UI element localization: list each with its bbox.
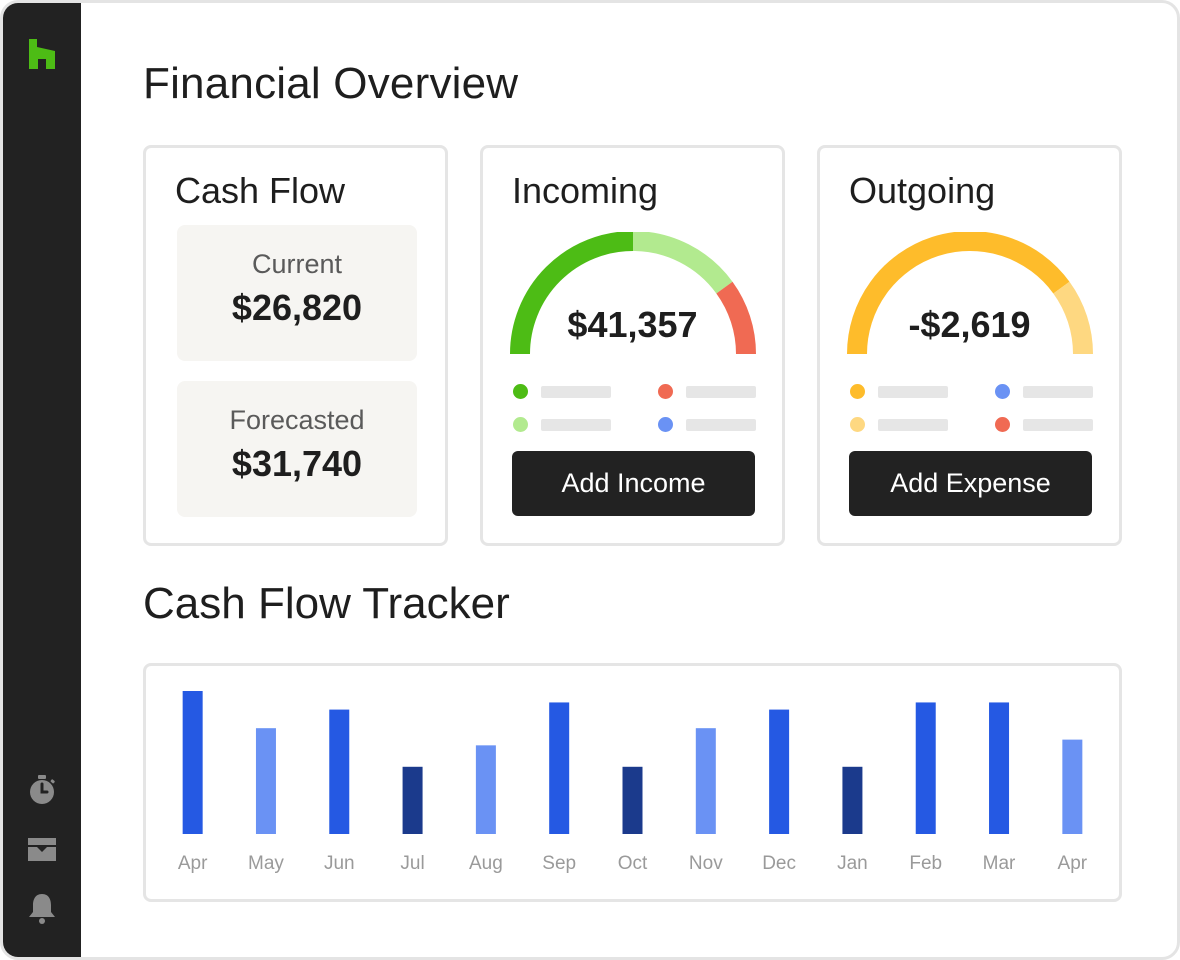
legend-placeholder: [1023, 386, 1093, 398]
current-stat: Current $26,820: [177, 225, 417, 361]
incoming-gauge-segment-3: [716, 281, 756, 355]
legend-dot: [513, 384, 528, 399]
inbox-icon[interactable]: [25, 833, 59, 867]
bar-oct-6[interactable]: [622, 766, 643, 834]
card-title: Outgoing: [849, 170, 996, 211]
legend-dot: [995, 384, 1010, 399]
x-tick-label: Jan: [837, 853, 868, 874]
sidebar: [3, 3, 81, 957]
bar-may-1[interactable]: [255, 728, 276, 834]
bell-icon[interactable]: [25, 891, 59, 925]
legend-item: [850, 417, 975, 433]
x-tick-label: Apr: [178, 853, 208, 874]
x-tick-label: Jul: [400, 853, 424, 874]
legend-item: [995, 417, 1120, 433]
x-tick-label: Feb: [909, 853, 942, 874]
x-tick-label: Dec: [762, 853, 796, 874]
forecast-stat: Forecasted $31,740: [177, 381, 417, 517]
gauge-value: $41,357: [567, 304, 698, 345]
add-expense-button[interactable]: Add Expense: [849, 451, 1092, 516]
stopwatch-icon[interactable]: [25, 773, 59, 807]
legend-placeholder: [686, 419, 756, 431]
bar-aug-4[interactable]: [475, 745, 496, 834]
bar-dec-8[interactable]: [769, 709, 790, 834]
incoming-card: Incoming $41,357 Add Income: [480, 145, 785, 546]
legend-dot: [658, 417, 673, 432]
legend-item: [513, 417, 638, 433]
bar-nov-7[interactable]: [695, 728, 716, 834]
x-tick-label: Apr: [1058, 853, 1088, 874]
legend-dot: [995, 417, 1010, 432]
bar-jun-2[interactable]: [329, 709, 350, 834]
bar-sep-5[interactable]: [549, 702, 570, 834]
legend-dot: [658, 384, 673, 399]
x-tick-label: Sep: [542, 853, 576, 874]
legend-dot: [513, 417, 528, 432]
cash-flow-tracker-chart: Apr May Jun Jul Aug Sep Oct Nov Dec Jan Feb Mar Apr: [143, 663, 1122, 902]
houzz-logo-icon[interactable]: [25, 37, 59, 71]
x-tick-label: Oct: [618, 853, 648, 874]
legend-placeholder: [1023, 419, 1093, 431]
bar-feb-10[interactable]: [915, 702, 936, 834]
legend-placeholder: [541, 386, 611, 398]
legend-dot: [850, 384, 865, 399]
card-title: Cash Flow: [175, 170, 346, 211]
legend-item: [513, 384, 638, 400]
x-tick-label: Nov: [689, 853, 723, 874]
outgoing-gauge: [847, 232, 1093, 355]
legend-placeholder: [878, 386, 948, 398]
gauge-value: -$2,619: [908, 304, 1031, 345]
legend-item: [850, 384, 975, 400]
legend-item: [658, 384, 783, 400]
outgoing-card: Outgoing -$2,619 Add Expense: [817, 145, 1122, 546]
outgoing-gauge-segment-2: [1053, 281, 1093, 355]
bar-jan-9[interactable]: [842, 766, 863, 834]
stat-label: Forecasted: [229, 405, 365, 435]
x-tick-label: Aug: [469, 853, 503, 874]
section-title: Cash Flow Tracker: [143, 579, 510, 628]
bar-mar-11[interactable]: [989, 702, 1010, 834]
page-title: Financial Overview: [143, 59, 519, 108]
incoming-gauge-segment-2: [632, 232, 733, 294]
x-tick-label: May: [248, 853, 284, 874]
legend-placeholder: [878, 419, 948, 431]
stat-value: $31,740: [231, 443, 363, 484]
incoming-gauge: [510, 232, 756, 355]
legend-item: [995, 384, 1120, 400]
legend-dot: [850, 417, 865, 432]
stat-label: Current: [251, 249, 343, 279]
bar-jul-3[interactable]: [402, 766, 423, 834]
card-title: Incoming: [512, 170, 659, 211]
cash-flow-card: Cash Flow Current $26,820 Forecasted $31…: [143, 145, 448, 546]
bar-apr-12[interactable]: [1062, 739, 1083, 834]
incoming-gauge-segment-1: [510, 232, 634, 355]
stat-value: $26,820: [231, 287, 363, 328]
legend-placeholder: [541, 419, 611, 431]
legend-placeholder: [686, 386, 756, 398]
x-tick-label: Jun: [324, 853, 355, 874]
outgoing-legend: [850, 384, 1100, 434]
outgoing-gauge-segment-1: [847, 232, 1070, 355]
bar-apr-0[interactable]: [182, 691, 203, 834]
legend-item: [658, 417, 783, 433]
x-tick-label: Mar: [983, 853, 1016, 874]
main-content: Financial Overview Cash Flow Current $26…: [81, 3, 1177, 957]
incoming-legend: [513, 384, 763, 434]
add-income-button[interactable]: Add Income: [512, 451, 755, 516]
bar-chart: Apr May Jun Jul Aug Sep Oct Nov Dec Jan Feb Mar Apr: [178, 691, 1088, 874]
